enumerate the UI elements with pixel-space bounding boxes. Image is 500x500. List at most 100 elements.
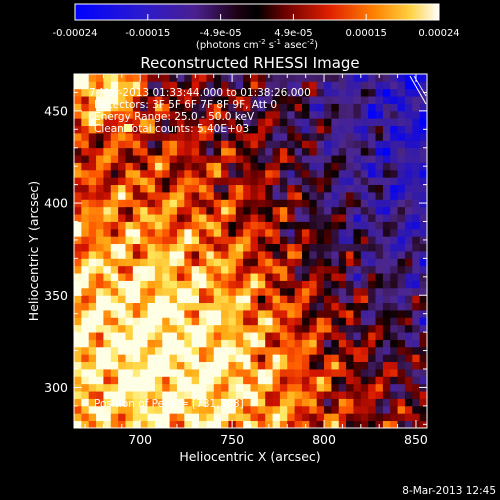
heatmap-cell — [162, 258, 170, 267]
heatmap-cell — [331, 376, 340, 385]
heatmap-cell — [412, 133, 421, 141]
heatmap-cell — [74, 376, 82, 385]
heatmap-cell — [169, 324, 178, 333]
heatmap-cell — [375, 295, 384, 304]
heatmap-cell — [96, 383, 104, 392]
heatmap-cell — [125, 251, 134, 259]
heatmap-cell — [272, 258, 281, 267]
heatmap-cell — [88, 398, 97, 407]
heatmap-cell — [221, 258, 229, 267]
heatmap-cell — [132, 354, 141, 363]
heatmap-cell — [213, 361, 222, 370]
heatmap-cell — [235, 317, 244, 326]
heatmap-cell — [382, 265, 391, 274]
heatmap-cell — [162, 413, 170, 422]
heatmap-cell — [309, 369, 318, 377]
heatmap-cell — [360, 155, 369, 163]
heatmap-cell — [103, 302, 112, 311]
heatmap-cell — [316, 310, 325, 318]
heatmap-cell — [324, 199, 332, 208]
heatmap-cell — [279, 391, 288, 399]
heatmap-cell — [213, 354, 222, 363]
heatmap-cell — [309, 251, 318, 259]
heatmap-cell — [353, 155, 362, 163]
heatmap-cell — [191, 251, 200, 259]
heatmap-cell — [228, 391, 237, 399]
heatmap-cell — [191, 391, 200, 399]
heatmap-cell — [397, 251, 406, 259]
heatmap-cell — [110, 184, 119, 193]
heatmap-cell — [257, 339, 266, 348]
heatmap-cell — [265, 280, 273, 289]
heatmap-cell — [199, 361, 207, 370]
heatmap-cell — [257, 287, 266, 296]
heatmap-cell — [88, 302, 97, 311]
heatmap-cell — [404, 184, 413, 193]
heatmap-cell — [316, 354, 325, 363]
heatmap-cell — [397, 206, 406, 215]
heatmap-cell — [272, 317, 281, 326]
heatmap-cell — [360, 133, 369, 141]
heatmap-cell — [272, 243, 281, 252]
heatmap-cell — [368, 302, 376, 311]
heatmap-cell — [390, 184, 398, 193]
heatmap-cell — [162, 110, 170, 119]
heatmap-cell — [279, 273, 288, 281]
heatmap-cell — [272, 310, 281, 318]
heatmap-cell — [206, 287, 215, 296]
heatmap-cell — [375, 228, 384, 237]
heatmap-cell — [390, 405, 398, 414]
heatmap-cell — [154, 243, 163, 252]
heatmap-cell — [213, 118, 222, 127]
heatmap-cell — [338, 214, 347, 222]
heatmap-cell — [338, 199, 347, 208]
heatmap-cell — [81, 199, 90, 208]
heatmap-cell — [375, 192, 384, 200]
heatmap-cell — [412, 103, 421, 112]
heatmap-cell — [346, 302, 354, 311]
heatmap-cell — [353, 324, 362, 333]
heatmap-cell — [265, 273, 273, 281]
heatmap-cell — [368, 251, 376, 259]
heatmap-cell — [309, 140, 318, 149]
heatmap-cell — [353, 177, 362, 186]
heatmap-cell — [250, 236, 259, 245]
heatmap-cell — [199, 398, 207, 407]
heatmap-cell — [221, 74, 229, 82]
heatmap-cell — [199, 228, 207, 237]
heatmap-cell — [206, 258, 215, 267]
heatmap-cell — [404, 169, 413, 178]
heatmap-cell — [199, 302, 207, 311]
heatmap-cell — [243, 243, 251, 252]
heatmap-cell — [154, 361, 163, 370]
heatmap-cell — [353, 302, 362, 311]
heatmap-cell — [147, 280, 156, 289]
heatmap-cell — [162, 206, 170, 215]
heatmap-cell — [169, 110, 178, 119]
heatmap-cell — [265, 125, 273, 134]
heatmap-cell — [331, 96, 340, 104]
heatmap-cell — [309, 96, 318, 104]
heatmap-cell — [279, 302, 288, 311]
heatmap-cell — [346, 361, 354, 370]
heatmap-cell — [346, 391, 354, 399]
heatmap-cell — [169, 354, 178, 363]
heatmap-cell — [81, 184, 90, 193]
heatmap-cell — [206, 317, 215, 326]
heatmap-cell — [228, 310, 237, 318]
heatmap-cell — [199, 177, 207, 186]
heatmap-cell — [103, 420, 112, 428]
heatmap-cell — [250, 184, 259, 193]
heatmap-cell — [419, 295, 427, 304]
heatmap-cell — [125, 103, 134, 112]
heatmap-cell — [74, 287, 82, 296]
heatmap-cell — [118, 236, 126, 245]
heatmap-cell — [125, 81, 134, 90]
heatmap-cell — [96, 147, 104, 156]
heatmap-cell — [368, 405, 376, 414]
heatmap-cell — [169, 280, 178, 289]
heatmap-cell — [250, 140, 259, 149]
heatmap-cell — [301, 346, 310, 355]
heatmap-cell — [199, 243, 207, 252]
heatmap-cell — [191, 147, 200, 156]
